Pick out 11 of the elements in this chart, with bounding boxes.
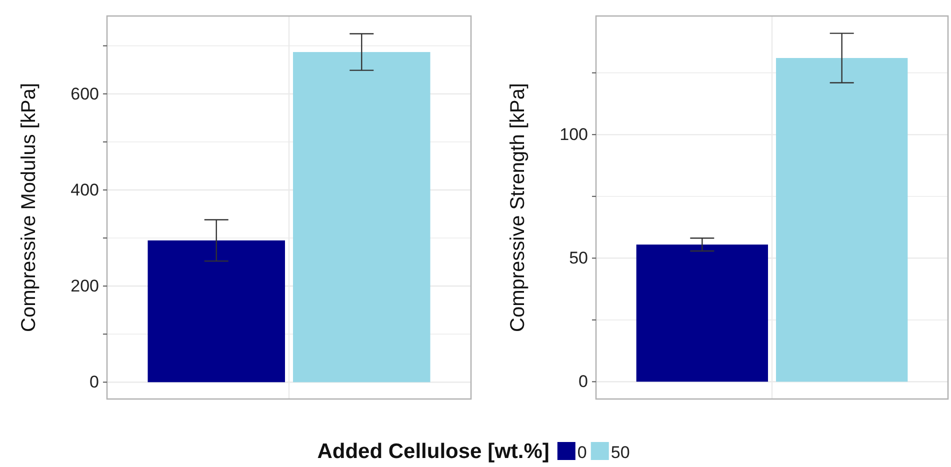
y-axis-title: Compressive Modulus [kPa] (18, 83, 40, 332)
y-tick-label: 50 (569, 248, 588, 268)
y-tick-label: 100 (560, 125, 588, 144)
y-axis-title: Compressive Strength [kPa] (507, 83, 529, 332)
legend-title: Added Cellulose [wt.%] (317, 440, 550, 463)
legend-label: 50 (610, 443, 630, 462)
y-tick-label: 0 (578, 372, 588, 392)
y-tick-label: 400 (70, 180, 99, 200)
y-tick-label: 200 (70, 276, 99, 296)
y-tick-label: 0 (90, 372, 99, 392)
y-tick-label: 600 (70, 84, 99, 104)
